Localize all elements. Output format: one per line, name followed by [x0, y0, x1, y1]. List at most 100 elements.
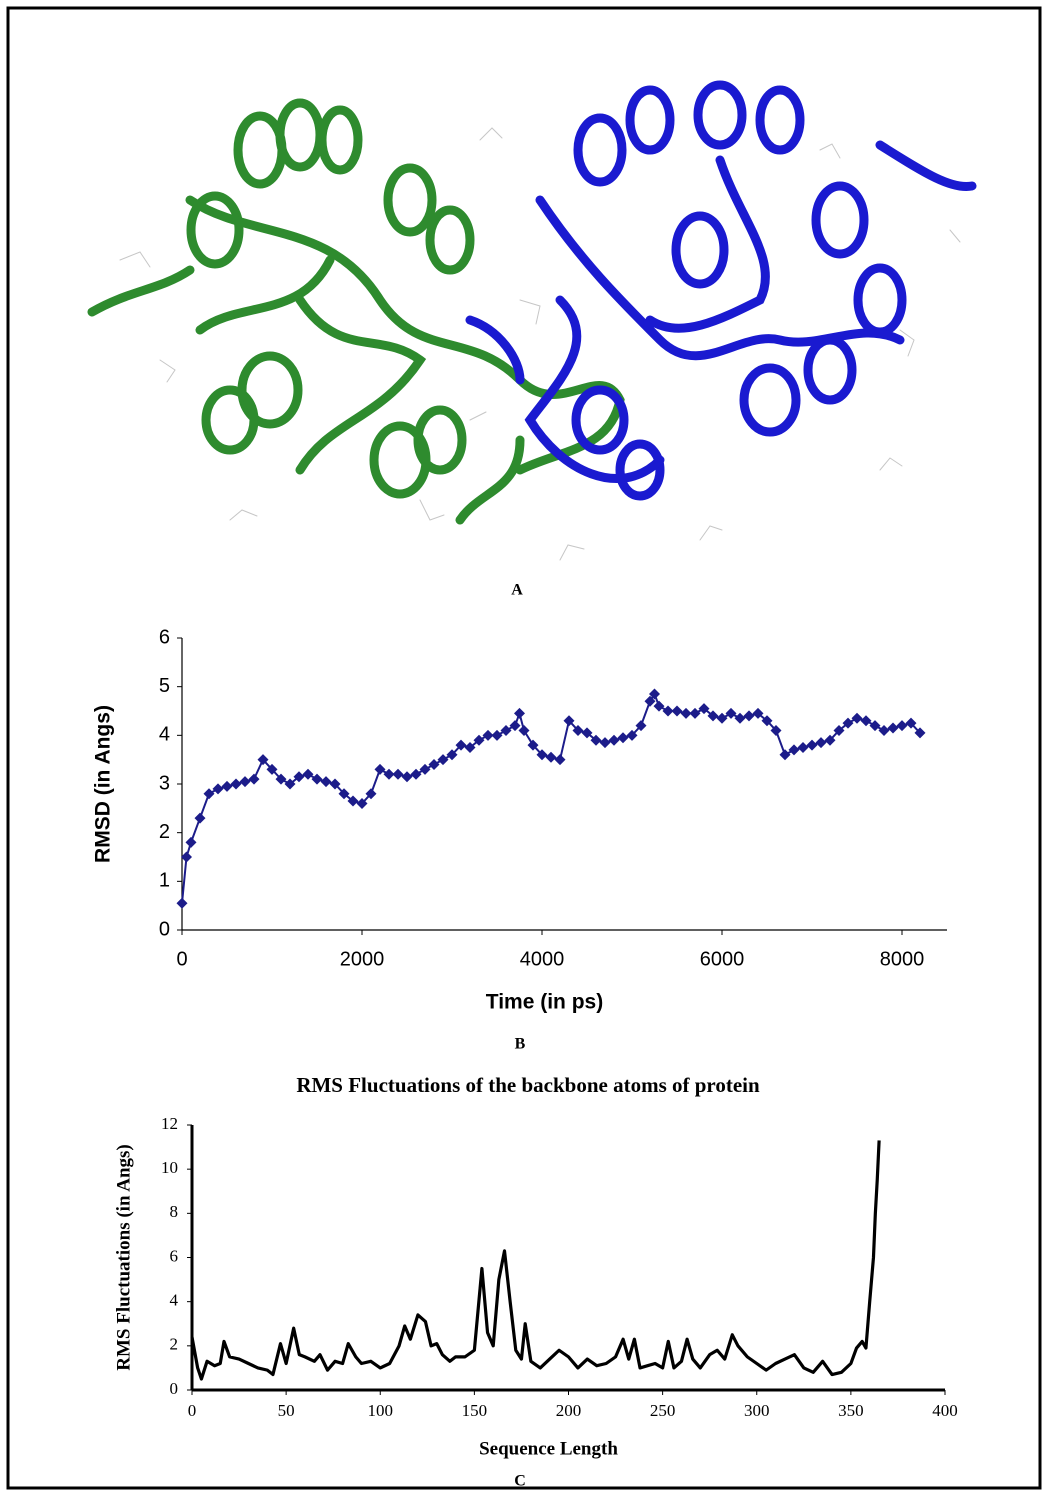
x-tick-label: 0 — [176, 948, 187, 970]
y-tick-label: 0 — [159, 918, 170, 940]
data-point — [514, 707, 525, 719]
x-tick-label: 8000 — [880, 948, 925, 970]
data-point — [266, 763, 278, 775]
data-point — [329, 778, 341, 790]
y-tick-label: 5 — [159, 675, 170, 697]
data-point — [185, 836, 197, 848]
data-point — [734, 712, 746, 724]
data-point — [509, 720, 521, 732]
data-point — [581, 727, 593, 739]
data-point — [851, 712, 863, 724]
data-point — [671, 705, 683, 717]
chain-green — [87, 98, 625, 525]
data-point — [707, 710, 719, 722]
data-point — [887, 722, 899, 734]
x-tick-label: 100 — [368, 1401, 394, 1420]
data-point — [401, 771, 413, 783]
data-point — [878, 724, 890, 736]
data-point — [644, 695, 656, 707]
data-point — [689, 707, 701, 719]
data-point — [248, 773, 260, 785]
data-point — [599, 737, 611, 749]
data-point — [455, 739, 467, 751]
data-point — [815, 737, 827, 749]
data-point — [347, 795, 359, 807]
data-point — [572, 724, 584, 736]
data-point — [698, 703, 710, 715]
chart-title: RMS Fluctuations of the backbone atoms o… — [296, 1073, 760, 1097]
data-point — [725, 707, 737, 719]
data-point — [716, 712, 728, 724]
y-tick-label: 1 — [159, 870, 170, 892]
data-point — [221, 780, 233, 792]
data-point — [176, 897, 188, 909]
x-tick-label: 350 — [838, 1401, 864, 1420]
data-point — [320, 776, 332, 788]
y-axis-label: RMSD (in Angs) — [92, 705, 115, 863]
y-tick-label: 8 — [170, 1202, 179, 1221]
x-tick-label: 6000 — [700, 948, 745, 970]
data-point — [743, 710, 755, 722]
data-point — [428, 759, 440, 771]
data-point — [194, 812, 206, 824]
panel-label: C — [514, 1473, 526, 1490]
data-point — [338, 788, 350, 800]
y-tick-label: 12 — [161, 1114, 178, 1133]
data-point — [626, 729, 638, 741]
y-tick-label: 4 — [159, 724, 170, 746]
data-point — [181, 851, 192, 863]
data-point — [914, 727, 926, 739]
data-point — [896, 720, 908, 732]
data-point — [563, 715, 575, 727]
data-point — [680, 707, 692, 719]
data-point — [797, 742, 809, 753]
y-tick-label: 2 — [170, 1335, 179, 1354]
data-point — [788, 744, 800, 756]
data-point — [365, 788, 377, 800]
data-point — [653, 700, 665, 712]
x-tick-label: 4000 — [520, 948, 565, 970]
chain-blue — [465, 80, 977, 501]
data-point — [491, 729, 503, 741]
data-point — [545, 751, 557, 763]
y-tick-label: 10 — [161, 1158, 178, 1177]
panel-label: A — [511, 582, 523, 599]
data-point — [649, 688, 660, 700]
data-point — [230, 778, 242, 790]
data-point — [860, 715, 872, 727]
x-tick-label: 2000 — [340, 948, 385, 970]
data-point — [203, 788, 215, 800]
data-point — [608, 734, 620, 746]
frame — [6, 6, 1042, 1490]
data-point — [500, 724, 512, 736]
data-point — [752, 707, 764, 719]
data-point — [374, 763, 386, 775]
panel-label: B — [515, 1036, 526, 1053]
data-point — [392, 768, 404, 780]
data-point — [437, 754, 449, 766]
data-point — [410, 768, 422, 780]
data-point — [212, 783, 224, 795]
y-tick-label: 6 — [170, 1246, 179, 1265]
y-tick-label: 2 — [159, 821, 170, 843]
y-tick-label: 3 — [159, 772, 170, 794]
y-tick-label: 6 — [159, 626, 170, 648]
data-point — [779, 749, 791, 761]
data-line — [181, 692, 921, 904]
data-point — [635, 720, 647, 732]
data-point — [275, 773, 287, 785]
data-point — [761, 715, 773, 727]
data-point — [590, 734, 602, 746]
data-point — [302, 768, 314, 780]
data-point — [311, 773, 323, 785]
protein-structure — [87, 80, 977, 561]
data-point — [482, 729, 494, 741]
data-point — [383, 768, 395, 780]
data-point — [356, 797, 368, 809]
data-point — [419, 763, 431, 775]
data-point — [806, 739, 818, 751]
data-point — [536, 749, 548, 761]
x-tick-label: 200 — [556, 1401, 582, 1420]
